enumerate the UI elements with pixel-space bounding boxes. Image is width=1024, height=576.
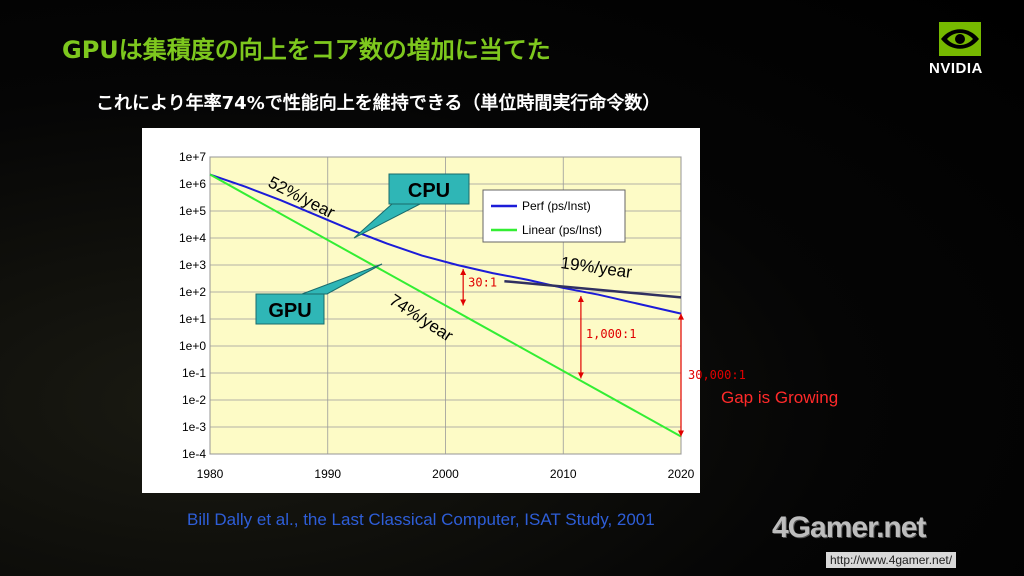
citation: Bill Dally et al., the Last Classical Co… xyxy=(187,510,655,529)
ratio-label-30000: 30,000:1 xyxy=(688,368,746,382)
x-tick-label: 2000 xyxy=(432,467,459,481)
x-tick-label: 1990 xyxy=(314,467,341,481)
y-axis-ticks: 1e+7 1e+6 1e+5 1e+4 1e+3 1e+2 1e+1 1e+0 1e-1 1e-2… xyxy=(179,150,206,461)
nvidia-eye-icon xyxy=(939,22,981,56)
y-tick-label: 1e+2 xyxy=(179,285,206,299)
y-tick-label: 1e+7 xyxy=(179,150,206,164)
y-tick-label: 1e+1 xyxy=(179,312,206,326)
x-tick-label: 2020 xyxy=(668,467,695,481)
x-tick-label: 1980 xyxy=(197,467,224,481)
ratio-label: 1,000:1 xyxy=(586,327,637,341)
chart-panel: 1e+7 1e+6 1e+5 1e+4 1e+3 1e+2 1e+1 1e+0 1e-1 1e-2… xyxy=(142,128,700,493)
watermark-brand: 4Gamer.net xyxy=(772,511,926,544)
trend-19-line xyxy=(504,279,682,299)
y-tick-label: 1e-2 xyxy=(182,393,206,407)
cpu-callout-label: CPU xyxy=(408,180,450,202)
series-lines xyxy=(209,173,682,438)
y-tick-label: 1e+0 xyxy=(179,339,206,353)
series-line-0 xyxy=(209,173,682,315)
ratio-arrowhead-bottom xyxy=(577,372,584,379)
ratio-label: 30:1 xyxy=(468,275,497,289)
watermark-url: http://www.4gamer.net/ xyxy=(826,552,957,568)
ratio-arrowhead-top xyxy=(460,269,467,276)
nvidia-wordmark: NVIDIA xyxy=(929,60,983,77)
x-axis-ticks: 1980 1990 2000 2010 2020 xyxy=(197,467,695,481)
y-tick-label: 1e-4 xyxy=(182,447,206,461)
ratio-markers: 30:1 1,000:1 xyxy=(460,269,684,437)
perf-chart: 1e+7 1e+6 1e+5 1e+4 1e+3 1e+2 1e+1 1e+0 1e-1 1e-2… xyxy=(179,150,695,481)
y-tick-label: 1e+5 xyxy=(179,204,206,218)
y-tick-label: 1e+6 xyxy=(179,177,206,191)
gpu-callout: GPU xyxy=(255,263,383,325)
ratio-arrowhead-bottom xyxy=(460,299,467,306)
legend: Perf (ps/Inst) Linear (ps/Inst) xyxy=(482,189,626,243)
y-tick-label: 1e+4 xyxy=(179,231,206,245)
slide-title: GPUは集積度の向上をコア数の増加に当てた xyxy=(62,36,551,64)
cpu-callout: CPU xyxy=(353,173,470,239)
legend-label-perf: Perf (ps/Inst) xyxy=(522,199,591,213)
y-tick-label: 1e+3 xyxy=(179,258,206,272)
ratio-arrowhead-bottom xyxy=(678,430,684,437)
ratio-arrowhead-top xyxy=(678,313,684,320)
slide-subtitle: これにより年率74%で性能向上を維持できる（単位時間実行命令数） xyxy=(96,93,661,114)
gap-growing-note: Gap is Growing xyxy=(721,388,839,407)
series-line-1 xyxy=(209,173,682,438)
y-tick-label: 1e-1 xyxy=(182,366,206,380)
legend-label-linear: Linear (ps/Inst) xyxy=(522,223,602,237)
y-tick-label: 1e-3 xyxy=(182,420,206,434)
ratio-arrowhead-top xyxy=(577,296,584,303)
gpu-callout-label: GPU xyxy=(268,300,311,322)
x-tick-label: 2010 xyxy=(550,467,577,481)
